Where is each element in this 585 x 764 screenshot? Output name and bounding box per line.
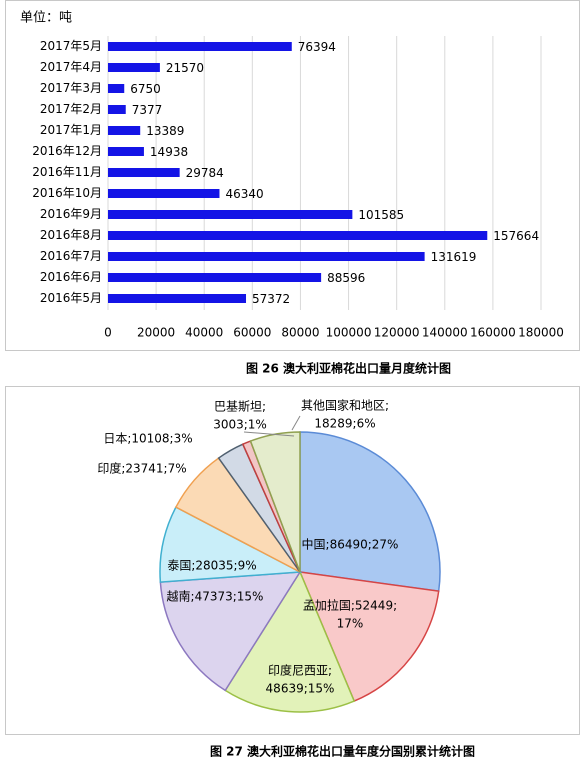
data-label: 157664 <box>493 229 539 243</box>
slice-label: 其他国家和地区; <box>301 398 389 413</box>
bar <box>108 231 488 240</box>
data-label: 7377 <box>132 103 163 117</box>
slice-label: 印度;23741;7% <box>97 461 186 476</box>
y-tick-label: 2016年11月 <box>32 165 102 179</box>
y-tick-label: 2017年1月 <box>40 123 102 137</box>
slice-label: 印度尼西亚; <box>268 663 332 678</box>
x-tick-label: 180000 <box>518 326 564 340</box>
pie-slice <box>299 431 441 593</box>
bar <box>108 84 125 93</box>
y-tick-label: 2016年9月 <box>40 207 102 221</box>
data-label: 88596 <box>327 271 365 285</box>
x-tick-label: 140000 <box>422 326 468 340</box>
bar <box>108 42 292 51</box>
slice-label: 17% <box>337 617 364 631</box>
y-tick-label: 2017年5月 <box>40 39 102 53</box>
slice-label: 3003;1% <box>213 418 267 432</box>
bar <box>108 273 322 282</box>
bar <box>108 105 126 114</box>
data-label: 13389 <box>146 124 184 138</box>
x-tick-label: 120000 <box>374 326 420 340</box>
x-tick-label: 80000 <box>281 326 319 340</box>
slice-label: 18289;6% <box>314 417 375 431</box>
chart-frame <box>5 0 580 351</box>
leader-line <box>291 415 301 431</box>
data-label: 76394 <box>298 40 336 54</box>
bar <box>108 252 425 261</box>
data-label: 101585 <box>358 208 404 222</box>
x-tick-label: 160000 <box>470 326 516 340</box>
x-tick-label: 20000 <box>137 326 175 340</box>
data-label: 21570 <box>166 61 204 75</box>
y-tick-label: 2017年2月 <box>40 102 102 116</box>
bar <box>108 294 247 303</box>
data-label: 14938 <box>150 145 188 159</box>
y-tick-label: 2016年5月 <box>40 291 102 305</box>
x-tick-label: 0 <box>104 326 112 340</box>
x-tick-label: 60000 <box>233 326 271 340</box>
bar <box>108 126 141 135</box>
pie-slice <box>224 570 356 713</box>
y-tick-label: 2016年12月 <box>32 144 102 158</box>
y-tick-label: 2016年6月 <box>40 270 102 284</box>
pie-slice <box>298 571 440 703</box>
bar <box>108 189 220 198</box>
bar <box>108 147 144 156</box>
y-tick-label: 2016年8月 <box>40 228 102 242</box>
bar <box>108 210 353 219</box>
x-tick-label: 40000 <box>185 326 223 340</box>
data-label: 29784 <box>186 166 224 180</box>
slice-label: 泰国;28035;9% <box>167 559 256 573</box>
bar <box>108 63 160 72</box>
data-label: 46340 <box>225 187 263 201</box>
y-tick-label: 2016年10月 <box>32 186 102 200</box>
slice-label: 越南;47373;15% <box>167 589 264 604</box>
leader-line <box>243 431 295 437</box>
data-label: 6750 <box>130 82 161 96</box>
y-tick-label: 2017年3月 <box>40 81 102 95</box>
y-tick-label: 2017年4月 <box>40 60 102 74</box>
slice-label: 中国;86490;27% <box>302 537 399 552</box>
slice-label: 巴基斯坦; <box>214 400 266 414</box>
caption: 图 27 澳大利亚棉花出口量年度分国别累计统计图 <box>210 744 475 759</box>
slice-label: 日本;10108;3% <box>103 432 192 446</box>
caption: 图 26 澳大利亚棉花出口量月度统计图 <box>246 361 451 376</box>
x-tick-label: 100000 <box>326 326 372 340</box>
slice-label: 孟加拉国;52449; <box>303 598 397 613</box>
slice-label: 48639;15% <box>266 682 335 696</box>
y-tick-label: 2016年7月 <box>40 249 102 263</box>
unit-label: 单位：吨 <box>20 11 72 26</box>
data-label: 131619 <box>431 250 477 264</box>
data-label: 57372 <box>252 292 290 306</box>
bar <box>108 168 180 177</box>
pie-slice <box>159 571 302 692</box>
